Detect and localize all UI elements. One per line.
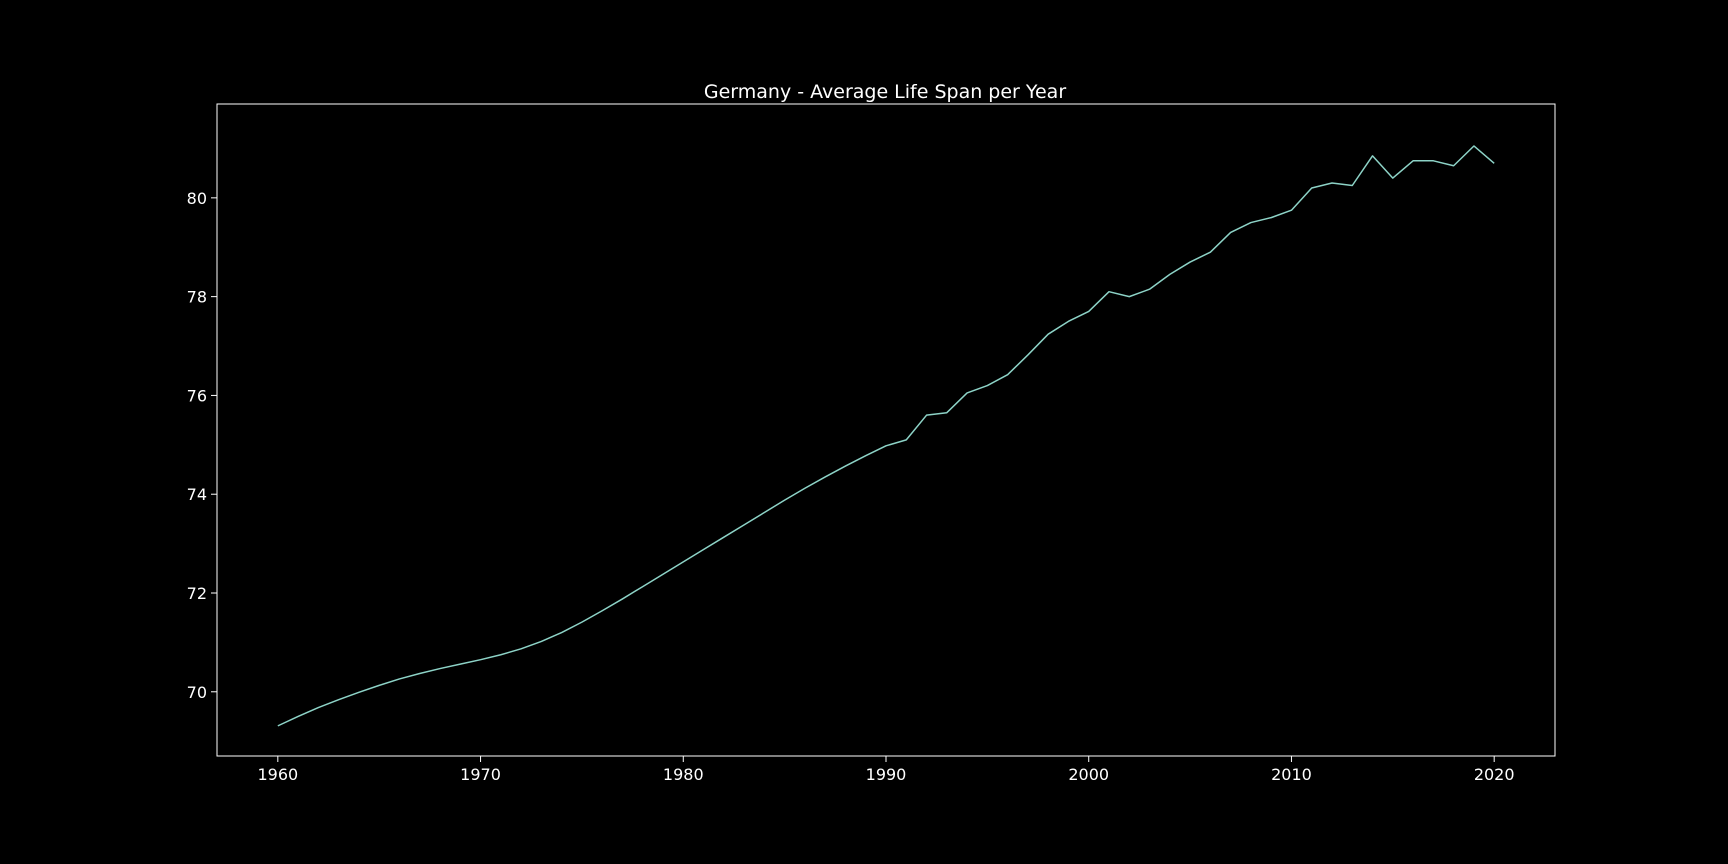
series-layer <box>277 145 1495 727</box>
y-tick-label: 72 <box>187 584 207 603</box>
y-axis: 70 72 74 76 78 80 <box>187 189 217 702</box>
y-tick-label: 76 <box>187 386 207 405</box>
y-tick-label: 70 <box>187 683 207 702</box>
x-tick-label: 2020 <box>1474 765 1515 784</box>
x-tick-label: 1990 <box>866 765 907 784</box>
x-tick-label: 1970 <box>460 765 501 784</box>
chart-title: Germany - Average Life Span per Year <box>704 81 1066 103</box>
x-axis: 1960 1970 1980 1990 2000 2010 2020 <box>257 756 1515 784</box>
y-tick-label: 74 <box>187 485 207 504</box>
series-line-0 <box>277 145 1495 727</box>
y-tick-label: 80 <box>187 189 207 208</box>
x-tick-label: 1960 <box>257 765 298 784</box>
x-tick-label: 1980 <box>663 765 704 784</box>
y-tick-label: 78 <box>187 288 207 307</box>
x-tick-label: 2000 <box>1068 765 1109 784</box>
x-tick-label: 2010 <box>1271 765 1312 784</box>
